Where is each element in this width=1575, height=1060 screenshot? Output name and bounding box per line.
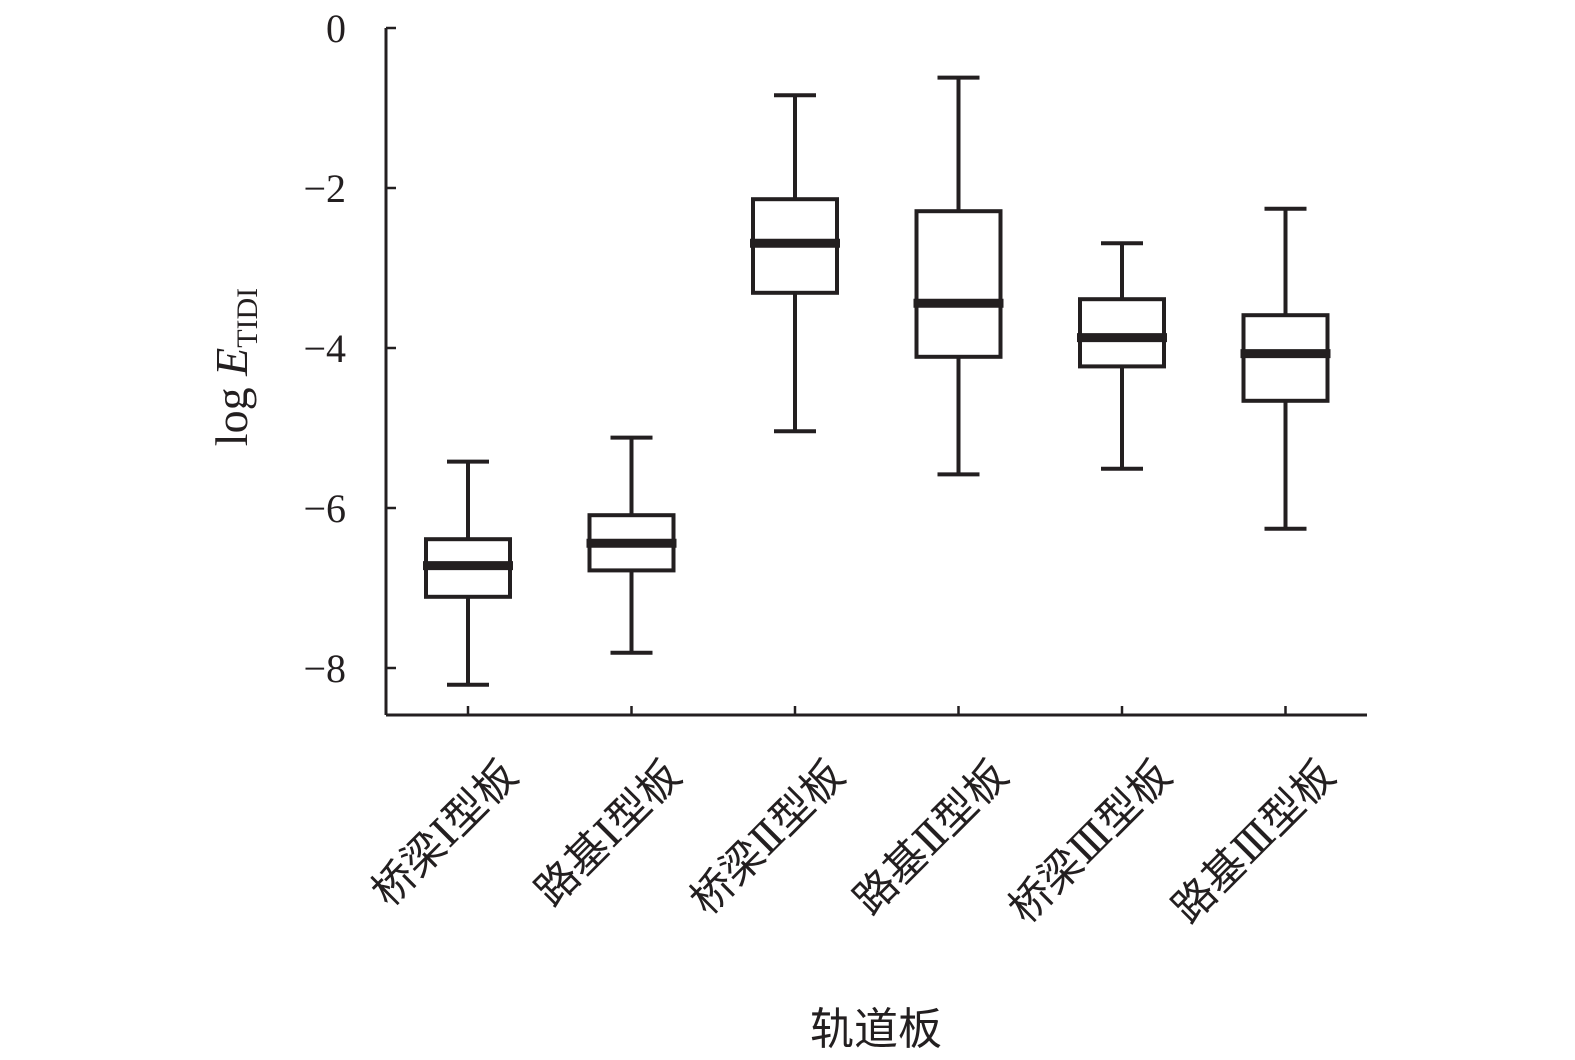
box-group [913, 75, 1004, 477]
category-label: 路基Ⅱ型板 [844, 750, 1018, 924]
y-tick-label: −4 [303, 326, 346, 371]
y-axis-label-prefix: log [206, 376, 257, 446]
box-group [1077, 241, 1167, 471]
y-ticks: 0 −2 −4 −6 −8 [303, 6, 396, 691]
iqr-box [1078, 297, 1166, 369]
x-ticks [466, 706, 1287, 715]
box-group [423, 459, 513, 687]
y-axis-label: log ETIDI [206, 288, 264, 446]
y-axis-label-subscript: TIDI [231, 288, 264, 348]
boxes [423, 75, 1331, 687]
category-label: 桥梁Ⅱ型板 [680, 750, 854, 924]
category-label: 桥梁Ⅲ型板 [999, 750, 1181, 932]
y-axis-label-symbol: E [206, 348, 257, 377]
y-tick-label: −2 [303, 166, 346, 211]
box-group [1240, 206, 1331, 531]
box-group [586, 435, 677, 655]
iqr-box [914, 209, 1003, 359]
category-label: 桥梁Ⅰ型板 [362, 750, 527, 915]
x-axis-label: 轨道板 [810, 1004, 942, 1055]
y-tick-label: −6 [303, 486, 346, 531]
y-tick-label: 0 [326, 6, 346, 51]
category-label: 路基Ⅰ型板 [525, 750, 690, 915]
box-group [750, 93, 840, 434]
axes [384, 28, 1367, 717]
y-tick-label: −8 [303, 646, 346, 691]
category-label: 路基Ⅲ型板 [1162, 750, 1344, 932]
